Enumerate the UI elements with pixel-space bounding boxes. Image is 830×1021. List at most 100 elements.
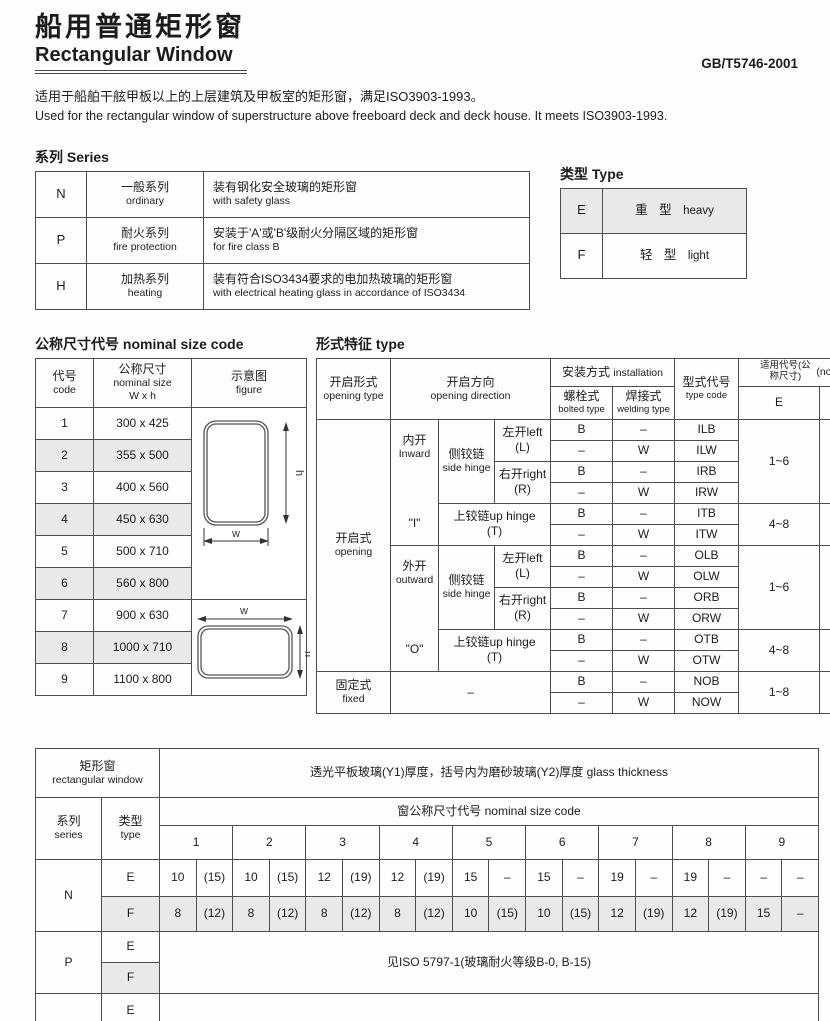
series-name: 加热系列 heating	[86, 262, 204, 310]
form-heading: 形式特征 type	[316, 335, 405, 352]
header-type-code: 型式代号 type code	[674, 357, 740, 420]
cell-left-open: 左开left (L)	[494, 418, 551, 462]
form-row: 外开 outward "O" 侧铰链 side hinge 左开left (L)	[317, 544, 830, 672]
header-figure-en: figure	[235, 383, 263, 396]
form-row: 开启式 opening 内开 Inward "I" 侧铰链	[316, 418, 830, 672]
cell-inward-zh: 内开	[402, 433, 427, 448]
type-code: F	[560, 232, 603, 279]
header-opening-type-en: opening type	[323, 389, 384, 402]
cell-type-code: NOW	[674, 691, 740, 714]
cell-welding: –	[611, 628, 676, 651]
glass-value: 12	[671, 895, 710, 932]
type-table: E 重 型 heavy F 轻 型 light	[560, 187, 747, 279]
glass-type-e: E	[101, 992, 160, 1021]
header-welding: 焊接式 welding type	[611, 385, 676, 420]
glass-value: 19	[671, 858, 710, 897]
w-dimension-label: w	[239, 605, 248, 617]
header-col-f: F	[819, 385, 830, 420]
glass-h-note: 见ISO 3434	[159, 992, 819, 1021]
cell-welding: W	[611, 565, 676, 588]
glass-value: 10	[451, 895, 490, 932]
cell-side-hinge: 侧铰链 side hinge	[438, 544, 495, 630]
glass-series-h: H	[35, 992, 102, 1021]
header-bolted: 螺栓式 bolted type	[550, 385, 613, 420]
glass-type-f: F	[101, 961, 160, 994]
size-form-section: 公称尺寸代号 nominal size code 代号 code 公称尺寸 no…	[35, 334, 830, 714]
size-value-cell: 400 x 560	[93, 470, 192, 504]
type-code: E	[560, 187, 603, 234]
cell-fixed-en: fixed	[342, 693, 365, 705]
header-installation: 安装方式 installation	[549, 357, 676, 387]
glass-value: –	[634, 858, 673, 897]
glass-size-code: 1	[158, 824, 234, 860]
glass-size-code: 5	[451, 824, 527, 860]
glass-size-code: 4	[378, 824, 453, 860]
cell-inward-code: "I"	[408, 516, 421, 531]
header-code-zh: 代号	[52, 368, 77, 383]
cell-bolted: –	[550, 607, 613, 630]
glass-size-code-header: 窗公称尺寸代号 nominal size code	[159, 796, 819, 826]
standard-number: GB/T5746-2001	[701, 56, 798, 71]
cell-side-hinge-zh: 侧铰链	[448, 573, 485, 587]
glass-corner: 矩形窗 rectangular window	[35, 747, 160, 798]
series-block: 系列 Series N 一般系列 ordinary 装有钢化安全玻璃的矩形窗 w…	[35, 147, 530, 310]
description-en: Used for the rectangular window of super…	[35, 109, 668, 124]
glass-value: (12)	[268, 895, 307, 932]
glass-size-code: 6	[525, 824, 600, 860]
size-code-cell: 2	[35, 438, 94, 472]
glass-value: –	[561, 858, 600, 897]
cell-type-code: IRB	[674, 460, 740, 483]
cell-opening-zh: 开启式	[335, 531, 372, 545]
size-row: 5 500 x 710	[35, 534, 307, 568]
cell-welding: –	[611, 418, 676, 441]
header-opening-type: 开启形式 opening type	[316, 357, 391, 420]
cell-left-label: 左开left	[502, 425, 543, 440]
glass-value: (15)	[561, 895, 600, 932]
cell-left-label: 左开left	[502, 551, 543, 566]
cell-type-code: OTW	[674, 649, 740, 672]
landscape-window-figure: w	[197, 605, 310, 680]
size-row: 7 900 x 630 w	[35, 598, 310, 696]
size-value-cell: 900 x 630	[93, 598, 192, 632]
cell-bolted: B	[550, 460, 613, 483]
h-dimension-label: h	[302, 651, 310, 657]
header-size-en: nominal size	[113, 376, 172, 389]
cell-welding: W	[611, 439, 676, 462]
cell-type-code: ITB	[674, 502, 740, 525]
header-direction: 开启方向 opening direction	[390, 357, 551, 420]
glass-size-code: 8	[671, 824, 746, 860]
glass-value: 12	[598, 895, 636, 932]
size-value-cell: 355 x 500	[93, 438, 192, 472]
cell-welding: W	[611, 607, 676, 630]
cell-type-code: OTB	[674, 628, 740, 651]
glass-value: (19)	[634, 895, 673, 932]
glass-value: 10	[159, 858, 197, 897]
size-code-cell: 1	[35, 406, 94, 440]
header-figure: 示意图 figure	[191, 357, 307, 408]
cell-up-hinge: 上铰链up hinge (T)	[438, 502, 551, 546]
series-heading: 系列 Series	[35, 148, 109, 165]
size-code-cell: 6	[35, 566, 94, 600]
w-dimension-label: w	[231, 528, 240, 540]
cell-bolted: B	[550, 502, 613, 525]
size-code-heading: 公称尺寸代号 nominal size code	[35, 335, 244, 352]
glass-value: 15	[525, 858, 563, 897]
glass-value: 12	[305, 858, 344, 897]
series-name-zh: 耐火系列	[120, 226, 169, 240]
glass-value: 19	[598, 858, 636, 897]
series-name-en: fire protection	[113, 241, 177, 253]
form-feature-table: 开启形式 opening type 开启方向 opening direction…	[316, 357, 830, 714]
cell-bolted: B	[550, 418, 613, 441]
cell-side-hinge: 侧铰链 side hinge	[438, 418, 495, 504]
header-size-unit: W x h	[129, 390, 156, 403]
glass-size-code: 3	[305, 824, 380, 860]
cell-range-e: 1~6	[738, 418, 821, 504]
page-title-en: Rectangular Window	[35, 44, 247, 75]
glass-type-en: type	[120, 829, 141, 841]
size-code-cell: 4	[35, 502, 94, 536]
glass-thickness-table: 矩形窗 rectangular window 透光平板玻璃(Y1)厚度，括号内为…	[35, 747, 820, 1021]
cell-bolted: –	[550, 481, 613, 504]
cell-type-code: ITW	[674, 523, 740, 546]
cell-outward-code: "O"	[405, 642, 424, 657]
